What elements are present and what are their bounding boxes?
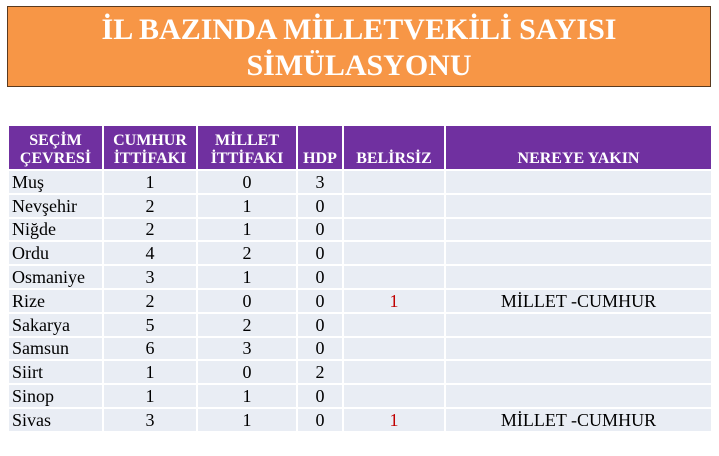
hdp-cell: 0 [296,406,344,433]
nereye-yakin-cell [444,311,713,338]
table-row: Muş 1 0 3 [7,169,713,195]
belirsiz-cell [342,383,446,409]
millet-cell: 1 [196,216,298,243]
district-cell: Sakarya [7,311,104,338]
millet-cell: 3 [196,335,298,362]
column-header: SEÇİM ÇEVRESİ [7,124,104,171]
district-cell: Nevşehir [7,192,104,219]
table-row: Rize 2 0 0 1 MİLLET -CUMHUR [7,287,713,314]
millet-cell: 1 [196,406,298,433]
belirsiz-cell [342,169,446,195]
page-title: İL BAZINDA MİLLETVEKİLİ SAYISI SİMÜLASYO… [7,6,711,87]
hdp-cell: 0 [296,240,344,267]
hdp-cell: 0 [296,264,344,290]
millet-cell: 2 [196,240,298,267]
belirsiz-cell: 1 [342,287,446,314]
column-header-text: SEÇİM [29,132,82,149]
column-header-text: HDP [303,150,337,167]
district-cell: Siirt [7,359,104,386]
column-header-text: MİLLET [214,132,279,149]
district-cell: Ordu [7,240,104,267]
cumhur-cell: 3 [102,264,198,290]
nereye-yakin-cell [444,240,713,267]
column-header-text: CUMHUR [113,132,187,149]
table-row: Siirt 1 0 2 [7,359,713,386]
cumhur-cell: 6 [102,335,198,362]
table-row: Sakarya 5 2 0 [7,311,713,338]
column-header: CUMHUR İTTİFAKI [102,124,198,171]
column-header-text: İTTİFAKI [210,150,284,167]
millet-cell: 1 [196,383,298,409]
cumhur-cell: 1 [102,169,198,195]
cumhur-cell: 5 [102,311,198,338]
belirsiz-cell [342,264,446,290]
belirsiz-cell [342,359,446,386]
cumhur-cell: 1 [102,383,198,409]
district-cell: Osmaniye [7,264,104,290]
belirsiz-cell [342,216,446,243]
district-cell: Samsun [7,335,104,362]
district-cell: Sinop [7,383,104,409]
cumhur-cell: 3 [102,406,198,433]
nereye-yakin-cell [444,359,713,386]
millet-cell: 1 [196,264,298,290]
millet-cell: 0 [196,359,298,386]
hdp-cell: 0 [296,383,344,409]
hdp-cell: 0 [296,287,344,314]
hdp-cell: 0 [296,311,344,338]
table-row: Ordu 4 2 0 [7,240,713,267]
hdp-cell: 3 [296,169,344,195]
table-row: Nevşehir 2 1 0 [7,192,713,219]
nereye-yakin-cell [444,264,713,290]
nereye-yakin-cell [444,169,713,195]
column-header-text: NEREYE YAKIN [517,150,640,167]
column-header-text: BELİRSİZ [356,150,432,167]
belirsiz-cell: 1 [342,406,446,433]
belirsiz-cell [342,192,446,219]
title-line-2: SİMÜLASYONU [246,49,472,82]
nereye-yakin-cell: MİLLET -CUMHUR [444,287,713,314]
belirsiz-cell [342,311,446,338]
table-row: Samsun 6 3 0 [7,335,713,362]
nereye-yakin-cell [444,192,713,219]
nereye-yakin-cell: MİLLET -CUMHUR [444,406,713,433]
district-cell: Muş [7,169,104,195]
nereye-yakin-cell [444,383,713,409]
column-header-text: ÇEVRESİ [19,150,92,167]
hdp-cell: 0 [296,192,344,219]
table-row: Sivas 3 1 0 1 MİLLET -CUMHUR [7,406,713,433]
title-line-1: İL BAZINDA MİLLETVEKİLİ SAYISI [101,13,617,46]
millet-cell: 0 [196,287,298,314]
district-cell: Rize [7,287,104,314]
table-row: Niğde 2 1 0 [7,216,713,243]
cumhur-cell: 4 [102,240,198,267]
nereye-yakin-cell [444,335,713,362]
hdp-cell: 0 [296,216,344,243]
table-row: Sinop 1 1 0 [7,383,713,409]
millet-cell: 0 [196,169,298,195]
column-header-text: İTTİFAKI [113,150,187,167]
hdp-cell: 0 [296,335,344,362]
belirsiz-cell [342,335,446,362]
millet-cell: 2 [196,311,298,338]
deputy-table: SEÇİM ÇEVRESİ CUMHUR İTTİFAKI MİLLET İTTİFAKI… [7,124,713,433]
belirsiz-cell [342,240,446,267]
district-cell: Sivas [7,406,104,433]
cumhur-cell: 2 [102,287,198,314]
column-header: BELİRSİZ [342,124,446,171]
table-row: Osmaniye 3 1 0 [7,264,713,290]
district-cell: Niğde [7,216,104,243]
column-header: MİLLET İTTİFAKI [196,124,298,171]
millet-cell: 1 [196,192,298,219]
column-header: HDP [296,124,344,171]
cumhur-cell: 2 [102,192,198,219]
cumhur-cell: 1 [102,359,198,386]
cumhur-cell: 2 [102,216,198,243]
hdp-cell: 2 [296,359,344,386]
column-header: NEREYE YAKIN [444,124,713,171]
nereye-yakin-cell [444,216,713,243]
